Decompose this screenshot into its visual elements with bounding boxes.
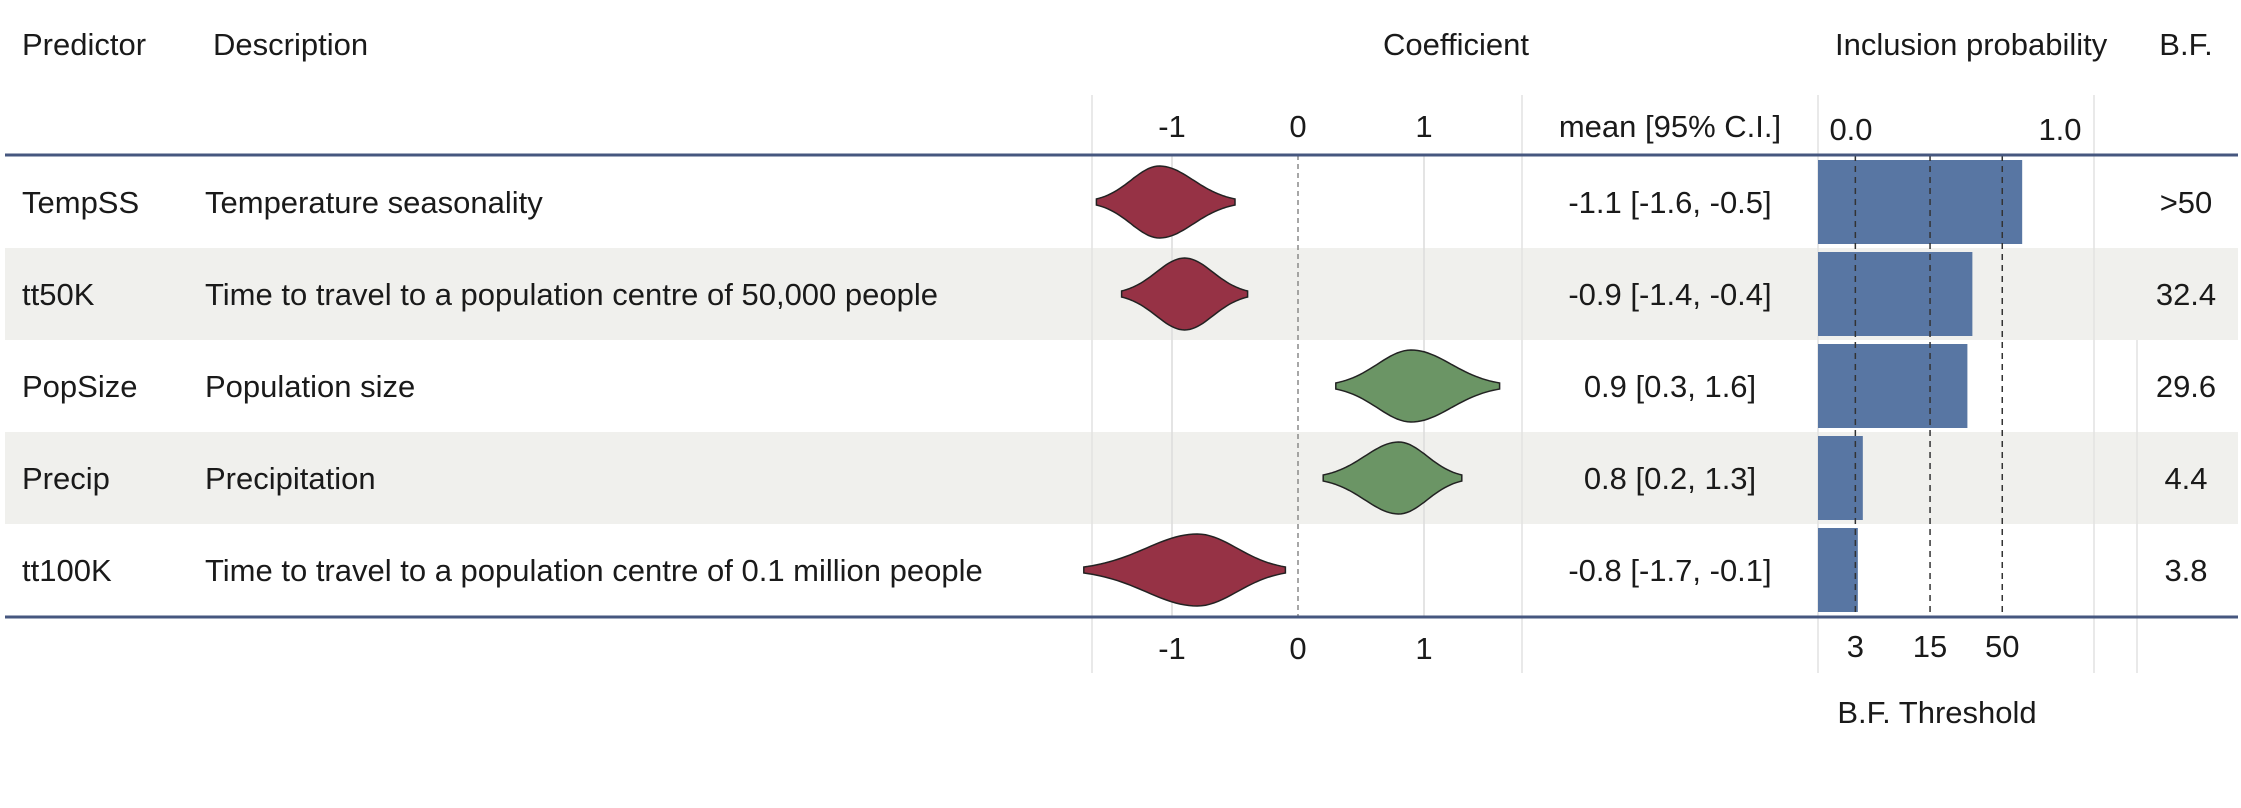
table-row: tt100K Time to travel to a population cen… <box>22 528 2208 612</box>
description-cell: Time to travel to a population centre of… <box>205 553 983 588</box>
table-row: Precip Precipitation 0.8 [0.2, 1.3] 4.4 <box>22 436 2208 520</box>
bf-cell: 4.4 <box>2164 461 2207 496</box>
header-inclusion-probability: Inclusion probability <box>1835 27 2108 62</box>
coef-tick-label: 0 <box>1289 631 1306 666</box>
coefficient-axis-top: -1 0 1 <box>1158 109 1432 144</box>
ci-cell: 0.8 [0.2, 1.3] <box>1584 461 1756 496</box>
coef-tick-label: 1 <box>1415 109 1432 144</box>
description-cell: Time to travel to a population centre of… <box>205 277 938 312</box>
predictor-cell: PopSize <box>22 369 137 404</box>
coefficient-axis-bottom: -1 0 1 <box>1158 631 1432 666</box>
table-row: TempSS Temperature seasonality -1.1 [-1.6,… <box>22 160 2212 244</box>
header-bf: B.F. <box>2159 27 2212 62</box>
predictor-cell: tt50K <box>22 277 95 312</box>
coefficient-violin <box>1083 533 1287 607</box>
bf-threshold-label: B.F. Threshold <box>1837 695 2036 730</box>
bf-cell: >50 <box>2160 185 2213 220</box>
row-band <box>5 432 2238 524</box>
description-cell: Precipitation <box>205 461 376 496</box>
bf-threshold-tick: 15 <box>1913 629 1947 664</box>
bf-threshold-lines <box>1854 155 2004 617</box>
ci-cell: 0.9 [0.3, 1.6] <box>1584 369 1756 404</box>
inclusion-bar <box>1818 528 1858 612</box>
ci-cell: -1.1 [-1.6, -0.5] <box>1568 185 1771 220</box>
header-description: Description <box>213 27 368 62</box>
ci-cell: -0.9 [-1.4, -0.4] <box>1568 277 1771 312</box>
inclusion-tick-label: 0.0 <box>1829 112 1872 147</box>
predictor-cell: Precip <box>22 461 110 496</box>
description-cell: Temperature seasonality <box>205 185 543 220</box>
bf-cell: 32.4 <box>2156 277 2216 312</box>
bf-cell: 3.8 <box>2164 553 2207 588</box>
header-predictor: Predictor <box>22 27 146 62</box>
coef-tick-label: -1 <box>1158 631 1186 666</box>
inclusion-bar <box>1818 252 1973 336</box>
coefficient-violin <box>1335 349 1501 423</box>
table-row: tt50K Time to travel to a population cent… <box>22 252 2216 336</box>
predictor-cell: TempSS <box>22 185 139 220</box>
coefficient-violin <box>1095 165 1236 239</box>
coef-tick-label: -1 <box>1158 109 1186 144</box>
coefficient-violin <box>1322 441 1463 515</box>
header-ci: mean [95% C.I.] <box>1559 109 1781 144</box>
inclusion-bar <box>1818 160 2023 244</box>
bf-cell: 29.6 <box>2156 369 2216 404</box>
inclusion-tick-label: 1.0 <box>2038 112 2081 147</box>
header-coefficient: Coefficient <box>1383 27 1529 62</box>
coef-tick-label: 0 <box>1289 109 1306 144</box>
description-cell: Population size <box>205 369 415 404</box>
inclusion-axis: 0.0 1.0 <box>1829 112 2081 147</box>
bf-threshold-tick: 3 <box>1847 629 1864 664</box>
ci-cell: -0.8 [-1.7, -0.1] <box>1568 553 1771 588</box>
bf-threshold-axis: 3 15 50 <box>1847 629 2020 664</box>
coefficient-violin <box>1120 257 1249 331</box>
table-row: PopSize Population size 0.9 [0.3, 1.6] 29.6 <box>22 344 2216 428</box>
coef-tick-label: 1 <box>1415 631 1432 666</box>
inclusion-bar <box>1818 344 1968 428</box>
table-rows: TempSS Temperature seasonality -1.1 [-1.6,… <box>22 160 2216 612</box>
predictor-cell: tt100K <box>22 553 112 588</box>
bf-threshold-tick: 50 <box>1985 629 2019 664</box>
